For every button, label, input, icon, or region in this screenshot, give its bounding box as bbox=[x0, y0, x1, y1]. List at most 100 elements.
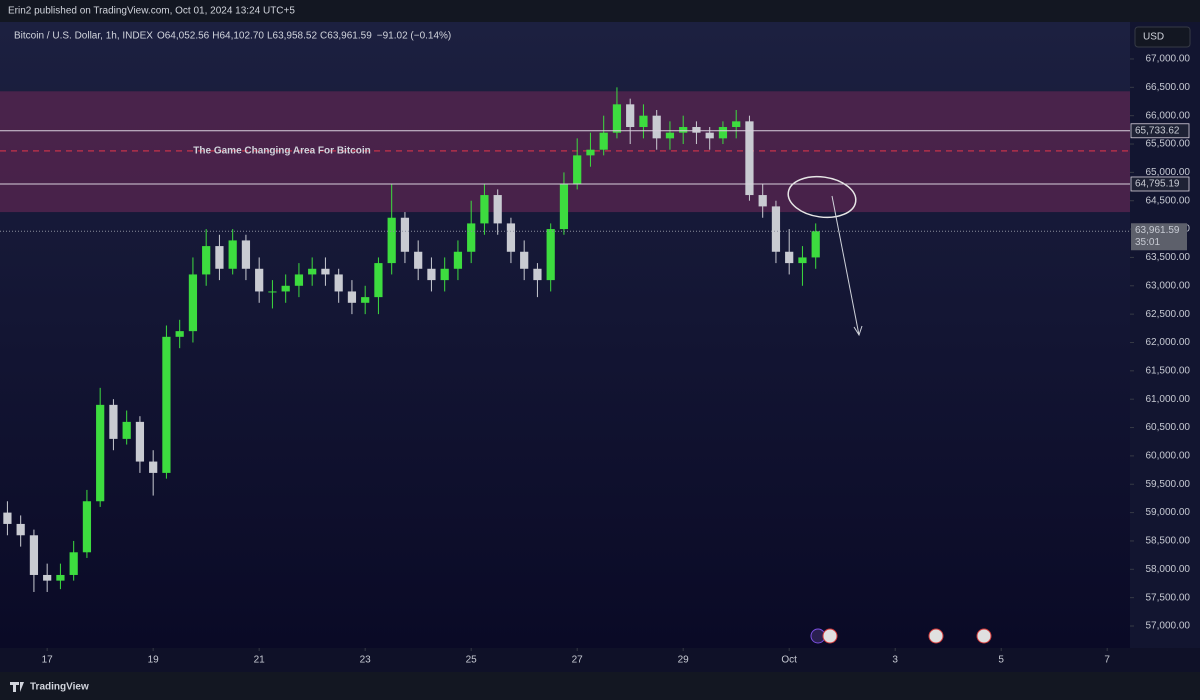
brand-logo bbox=[10, 682, 24, 692]
y-tick-label: 60,500.00 bbox=[1146, 422, 1191, 433]
candle-body bbox=[374, 263, 383, 298]
candle-body bbox=[480, 195, 489, 224]
candle-body bbox=[798, 257, 807, 264]
candle-body bbox=[347, 291, 357, 303]
y-tick-label: 59,000.00 bbox=[1146, 507, 1191, 518]
y-tick-label: 63,000.00 bbox=[1146, 280, 1191, 291]
candle-body bbox=[440, 268, 449, 281]
candle-body bbox=[612, 104, 622, 133]
published-text: Erin2 published on TradingView.com, Oct … bbox=[8, 6, 295, 17]
candle-body bbox=[56, 574, 65, 581]
candle-body bbox=[573, 155, 582, 184]
y-tick-label: 57,000.00 bbox=[1146, 621, 1191, 632]
candle-body bbox=[811, 231, 820, 258]
candle-body bbox=[3, 512, 12, 524]
candle-body bbox=[679, 127, 688, 133]
candle-body bbox=[96, 404, 105, 502]
candle-body bbox=[520, 251, 529, 269]
event-icon bbox=[976, 628, 992, 644]
symbol: Bitcoin / U.S. Dollar, 1h, INDEX bbox=[14, 31, 153, 42]
candle-body bbox=[29, 535, 39, 575]
candle-body bbox=[109, 404, 118, 439]
candle-body bbox=[175, 331, 184, 337]
brand: TradingView bbox=[30, 682, 89, 693]
y-tick-label: 59,500.00 bbox=[1146, 479, 1191, 490]
candle-body bbox=[467, 223, 476, 252]
h-line-label-box bbox=[1130, 176, 1190, 192]
candle-body bbox=[559, 183, 569, 230]
y-tick-label: 61,000.00 bbox=[1146, 394, 1191, 405]
candle-body bbox=[586, 149, 595, 156]
annotation: The Game Changing Area For Bitcoin bbox=[193, 145, 370, 156]
candle-body bbox=[334, 274, 343, 292]
x-tick-label: 17 bbox=[42, 655, 54, 666]
time-axis bbox=[0, 648, 1200, 672]
h-line-label: 64,795.19 bbox=[1135, 179, 1180, 190]
candle-body bbox=[202, 246, 211, 275]
candle-body bbox=[639, 115, 648, 128]
x-tick-label: 3 bbox=[892, 655, 898, 666]
candle-body bbox=[771, 206, 781, 252]
x-tick-label: Oct bbox=[781, 655, 797, 666]
candle-body bbox=[82, 501, 92, 553]
candle-body bbox=[705, 132, 714, 139]
candle-body bbox=[122, 421, 131, 439]
candle-body bbox=[599, 132, 608, 150]
y-tick-label: 66,000.00 bbox=[1146, 110, 1191, 121]
candle-body bbox=[718, 127, 728, 139]
candle-body bbox=[308, 268, 317, 275]
countdown: 35:01 bbox=[1135, 237, 1160, 248]
y-tick-label: 58,000.00 bbox=[1146, 564, 1191, 575]
candle-body bbox=[692, 127, 701, 133]
candle-body bbox=[162, 336, 171, 473]
candle-body bbox=[665, 132, 675, 139]
change: −91.02 (−0.14%) bbox=[377, 31, 452, 42]
candle-body bbox=[427, 268, 436, 281]
quote-value: 63,958.52 bbox=[273, 31, 318, 42]
candle-body bbox=[546, 229, 555, 281]
arrow-head bbox=[853, 325, 863, 337]
y-tick-label: 64,500.00 bbox=[1146, 195, 1191, 206]
candle-body bbox=[387, 217, 396, 264]
y-tick-label: 67,000.00 bbox=[1146, 54, 1191, 65]
y-tick-label: 66,500.00 bbox=[1146, 82, 1191, 93]
quote-value: 64,102.70 bbox=[219, 31, 264, 42]
candle-body bbox=[228, 240, 237, 269]
candle-body bbox=[414, 251, 423, 269]
candle-body bbox=[241, 240, 251, 269]
x-tick-label: 27 bbox=[572, 655, 584, 666]
candle-body bbox=[626, 104, 635, 128]
x-tick-label: 7 bbox=[1104, 655, 1110, 666]
x-tick-label: 21 bbox=[254, 655, 266, 666]
quote-key: C bbox=[320, 31, 327, 42]
candle-body bbox=[453, 251, 463, 269]
quote-value: 63,961.59 bbox=[327, 31, 372, 42]
candle-body bbox=[43, 574, 52, 581]
last-price-box bbox=[1131, 223, 1187, 251]
drawing-arrow bbox=[831, 195, 860, 336]
candle-body bbox=[16, 523, 25, 536]
candle-body bbox=[785, 251, 794, 264]
quote-key: L bbox=[267, 31, 273, 42]
x-tick-label: 5 bbox=[998, 655, 1004, 666]
candle-body bbox=[506, 223, 516, 252]
candle-body bbox=[321, 268, 330, 275]
candle-body bbox=[745, 121, 754, 196]
y-tick-label: 58,500.00 bbox=[1146, 536, 1191, 547]
x-tick-label: 19 bbox=[148, 655, 160, 666]
candle-body bbox=[361, 297, 370, 303]
quote-key: O bbox=[157, 31, 165, 42]
candle-body bbox=[400, 217, 410, 252]
candle-body bbox=[188, 274, 198, 332]
x-tick-label: 23 bbox=[360, 655, 372, 666]
quote-key: H bbox=[212, 31, 219, 42]
top-bar bbox=[0, 0, 1200, 22]
h-line-label-box bbox=[1130, 123, 1190, 139]
currency-box bbox=[1134, 26, 1191, 48]
candle-body bbox=[533, 268, 542, 281]
candle-body bbox=[255, 268, 264, 292]
event-icons bbox=[810, 628, 992, 644]
quote-value: 64,052.56 bbox=[165, 31, 210, 42]
y-tick-label: 65,500.00 bbox=[1146, 139, 1191, 150]
